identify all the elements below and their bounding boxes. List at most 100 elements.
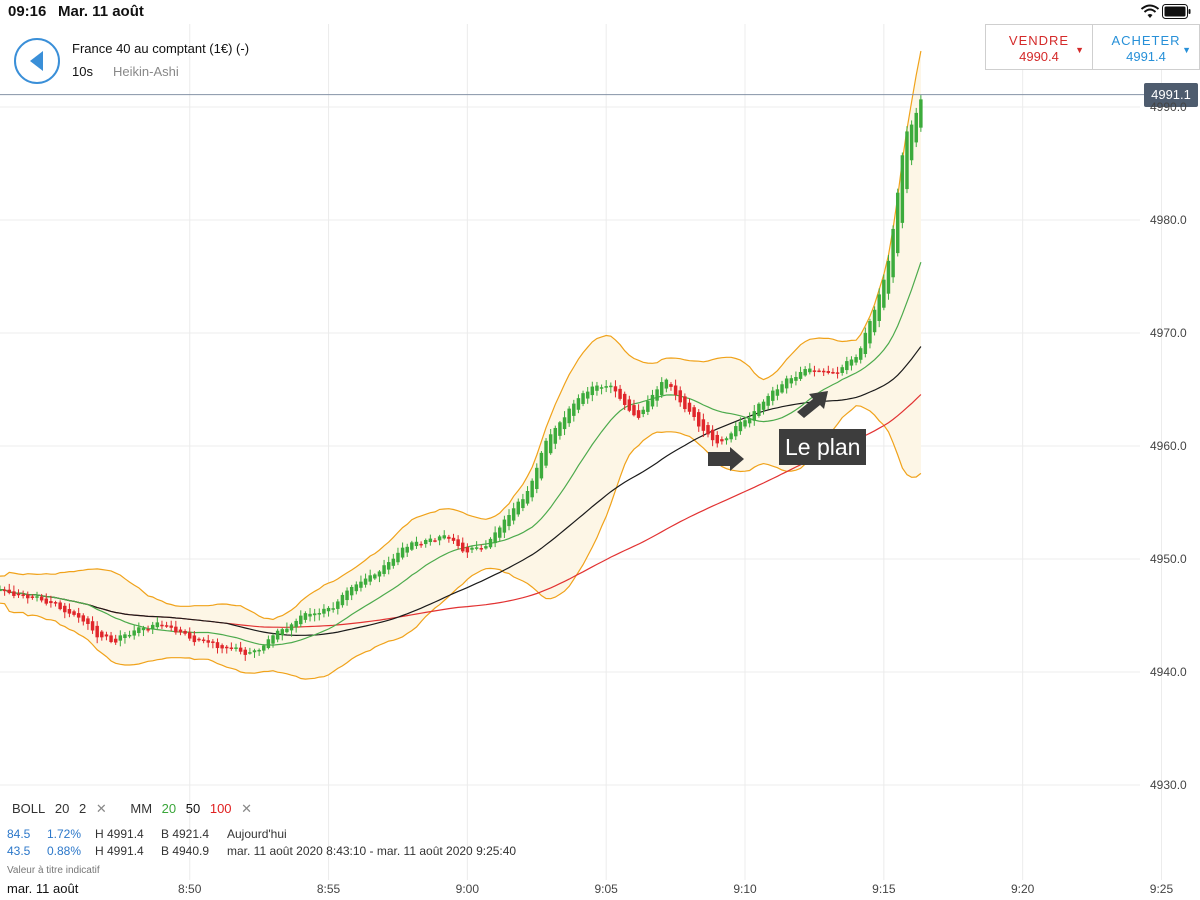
candle-body	[285, 628, 289, 633]
buy-button[interactable]: ACHETER 4991.4 ▼	[1092, 25, 1199, 69]
candle-body	[72, 611, 76, 615]
remove-boll-icon[interactable]: ✕	[95, 801, 107, 816]
candle-body	[187, 632, 192, 639]
boll-period: 20	[54, 801, 70, 816]
candle-body	[553, 427, 558, 444]
stat-low: B 4921.4	[161, 827, 210, 841]
candle-body	[590, 386, 595, 396]
candle-body	[632, 405, 636, 416]
candle-body	[729, 433, 733, 440]
candle-body	[498, 527, 502, 538]
candle-body	[396, 552, 400, 563]
candle-body	[826, 371, 831, 373]
candle-body	[132, 630, 136, 636]
candle-body	[127, 634, 132, 637]
candle-body	[35, 596, 39, 598]
y-tick-label: 4950.0	[1150, 552, 1187, 566]
candle-body	[868, 321, 872, 344]
candle-body	[701, 419, 706, 431]
chart-type-selector[interactable]: Heikin-Ashi	[113, 64, 179, 79]
sell-button[interactable]: VENDRE 4990.4 ▼	[986, 25, 1092, 69]
candle-body	[215, 642, 220, 649]
wifi-icon	[1140, 4, 1160, 18]
candle-body	[493, 532, 497, 544]
candle-body	[382, 565, 386, 574]
candle-body	[155, 622, 160, 628]
sell-price: 4990.4	[1019, 49, 1059, 64]
candle-body	[752, 411, 757, 421]
candle-body	[562, 417, 567, 430]
candle-body	[326, 607, 331, 612]
indicator-legend: BOLL 20 2 ✕ MM 20 50 100 ✕	[12, 801, 258, 817]
battery-icon	[1162, 4, 1191, 19]
candle-body	[572, 403, 576, 416]
annotation-arrow-right	[708, 447, 744, 471]
ma-50-period: 50	[185, 801, 201, 816]
candle-body	[840, 367, 844, 373]
y-tick-label: 4960.0	[1150, 439, 1187, 453]
x-tick-label: 9:00	[455, 882, 480, 896]
candle-body	[636, 410, 641, 418]
candle-body	[655, 389, 659, 401]
x-tick-label: 9:25	[1149, 882, 1174, 896]
candle-body	[900, 155, 905, 223]
candle-body	[331, 608, 335, 610]
candle-body	[877, 294, 881, 321]
candle-body	[747, 418, 752, 424]
ma-20-period: 20	[161, 801, 177, 816]
candle-body	[308, 613, 312, 617]
candle-body	[433, 540, 437, 542]
trade-panel: VENDRE 4990.4 ▼ ACHETER 4991.4 ▼	[985, 24, 1200, 70]
candle-body	[845, 361, 849, 371]
x-tick-label: 9:05	[594, 882, 618, 896]
candle-body	[206, 640, 210, 643]
candle-body	[262, 645, 266, 651]
candle-body	[289, 624, 294, 631]
candle-body	[234, 647, 238, 649]
boll-label[interactable]: BOLL	[12, 801, 46, 816]
candle-body	[798, 371, 803, 379]
candle-body	[63, 605, 67, 613]
candle-body	[345, 590, 349, 601]
candle-body	[294, 620, 298, 628]
ma-label[interactable]: MM	[130, 801, 153, 816]
candle-body	[86, 618, 90, 624]
candle-body	[627, 399, 632, 411]
candle-body	[854, 357, 858, 363]
back-button[interactable]	[14, 38, 60, 84]
candle-body	[118, 635, 123, 641]
candle-body	[692, 407, 696, 418]
x-tick-label: 8:55	[316, 882, 341, 896]
interval-selector[interactable]: 10s	[72, 64, 93, 79]
candle-body	[368, 575, 372, 582]
candle-body	[567, 408, 571, 424]
candle-body	[21, 594, 25, 596]
candle-body	[141, 627, 146, 631]
remove-ma-icon[interactable]: ✕	[241, 801, 253, 816]
candle-body	[743, 420, 747, 427]
candle-body	[886, 260, 891, 294]
candle-body	[470, 547, 474, 550]
candle-body	[137, 627, 141, 634]
candle-body	[164, 625, 169, 627]
candle-body	[26, 594, 30, 599]
candle-body	[146, 629, 150, 631]
candle-body	[659, 382, 664, 396]
x-tick-label: 9:20	[1010, 882, 1035, 896]
candle-body	[39, 596, 44, 601]
candle-body	[622, 393, 627, 405]
candle-body	[225, 646, 229, 649]
candle-body	[67, 609, 72, 614]
candle-body	[104, 634, 109, 637]
candle-body	[90, 621, 95, 631]
candle-body	[909, 124, 914, 161]
candle-body	[794, 376, 798, 381]
annotation-note[interactable]: Le plan	[779, 429, 867, 465]
annotation-arrow-up	[797, 391, 828, 418]
candle-body	[109, 635, 113, 643]
bollinger-lower-line	[0, 405, 922, 680]
buy-label: ACHETER	[1111, 33, 1181, 48]
candle-body	[757, 403, 761, 416]
stat-points: 43.5	[7, 844, 31, 858]
